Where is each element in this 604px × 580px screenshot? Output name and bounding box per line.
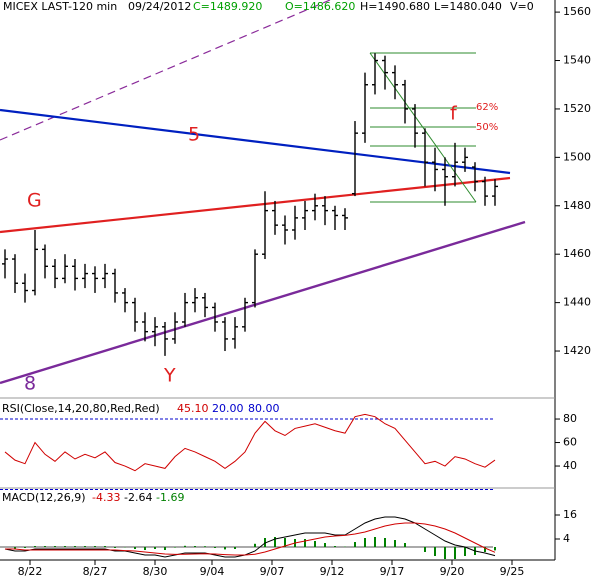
annotation: 62% [476,102,498,113]
macd-signal: -2.64 [124,491,152,504]
chart-title: MICEX LAST-120 min [3,0,117,13]
x-tick-label: 8/22 [18,565,43,578]
macd-line [4,516,496,558]
header-open: O=1486.620 [285,0,355,13]
header-close: C=1489.920 [193,0,262,13]
macd-title: MACD(12,26,9) [2,491,86,504]
x-tick-label: 9/07 [260,565,285,578]
fib-lines [369,52,477,203]
y-tick-label: 1460 [563,247,591,260]
x-tick-label: 9/17 [380,565,405,578]
y-tick-label: 1500 [563,150,591,163]
rsi-line [4,413,496,472]
rsi-title: RSI(Close,14,20,80,Red,Red) [2,402,160,415]
annotation: f [450,103,458,125]
header-volume: V=0 [510,0,534,13]
macd-line [5,522,496,556]
annotation: 50% [476,122,498,133]
trend-line [0,220,526,385]
x-tick-label: 9/12 [320,565,345,578]
trend-line [0,176,511,234]
annotation: 8 [24,373,36,395]
header-high: H=1490.680 [360,0,430,13]
rsi-level: 80.00 [248,402,280,415]
y-tick-label: 80 [563,412,577,425]
y-tick-label: 1520 [563,102,591,115]
rsi-value: 45.10 [177,402,209,415]
annotation: Y [163,365,176,387]
header-low: L=1480.040 [434,0,502,13]
y-tick-label: 1480 [563,199,591,212]
header-date: 09/24/2012 [128,0,191,13]
y-tick-label: 1440 [563,296,591,309]
y-tick-label: 1540 [563,54,591,67]
y-tick-label: 16 [563,508,577,521]
x-tick-label: 9/25 [500,565,525,578]
x-tick-label: 9/20 [440,565,465,578]
y-tick-label: 1420 [563,344,591,357]
macd-value: -4.33 [92,491,120,504]
y-tick-label: 1560 [563,5,591,18]
rsi-level: 20.00 [212,402,244,415]
y-tick-label: 60 [563,436,577,449]
x-tick-label: 9/04 [200,565,225,578]
x-tick-label: 8/30 [143,565,168,578]
annotation: G [27,190,42,212]
annotation: 5 [188,124,200,146]
y-tick-label: 40 [563,459,577,472]
y-tick-label: 4 [563,532,570,545]
x-tick-label: 8/27 [83,565,108,578]
macd-hist: -1.69 [156,491,184,504]
